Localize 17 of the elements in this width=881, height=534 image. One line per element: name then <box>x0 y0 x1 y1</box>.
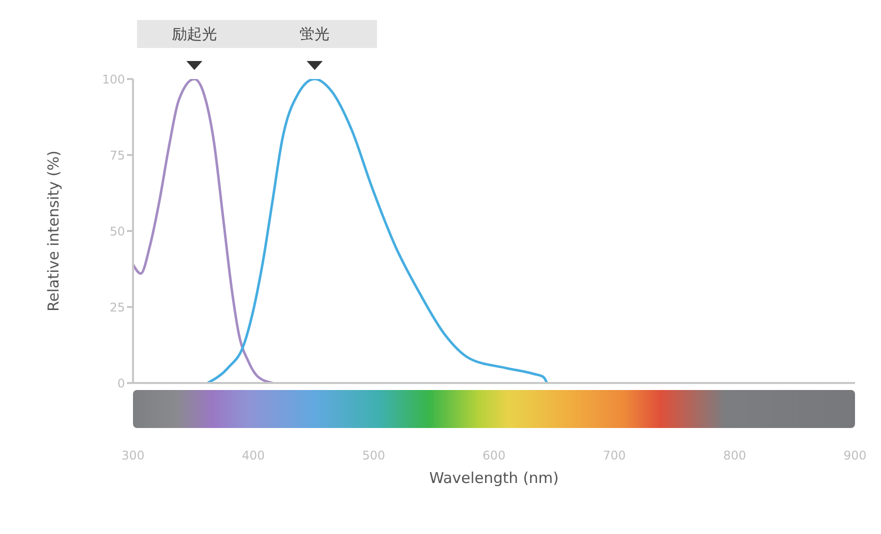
y-tick-label: 50 <box>110 224 125 238</box>
x-tick-label: 500 <box>362 448 386 463</box>
y-tick-label: 75 <box>110 148 125 162</box>
line-series <box>206 79 548 383</box>
annotation: 蛍光 <box>300 25 330 43</box>
x-axis-title: Wavelength (nm) <box>429 469 559 487</box>
x-tick-label: 300 <box>122 448 144 463</box>
x-tick-label: 600 <box>482 448 506 463</box>
y-axis-title: Relative intensity (%) <box>44 150 62 312</box>
y-tick-label: 100 <box>102 72 125 86</box>
x-tick-label: 800 <box>723 448 746 463</box>
x-tick-label: 700 <box>602 448 626 463</box>
y-tick-label: 25 <box>110 300 125 314</box>
x-tick-label: 400 <box>242 448 265 463</box>
annotation: 励起光 <box>172 25 217 43</box>
y-tick-label: 0 <box>117 376 125 390</box>
x-tick-label: 900 <box>844 448 866 463</box>
